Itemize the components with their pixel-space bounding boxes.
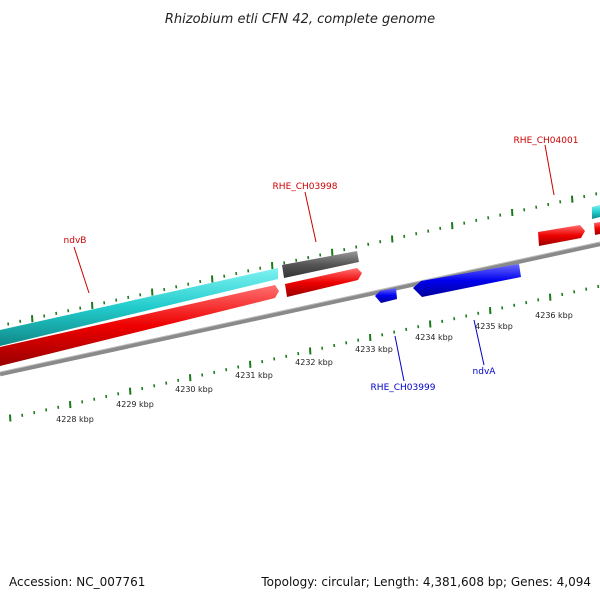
scale-labels: 4228 kbp 4229 kbp 4230 kbp 4231 kbp 4232…	[56, 311, 573, 424]
gene-label-rhe-ch03998[interactable]: RHE_CH03998	[273, 182, 338, 192]
gene-rna-ndvB[interactable]	[0, 268, 278, 346]
leader-line-ndvB	[73, 246, 90, 294]
leader-line-ndvA	[473, 319, 485, 366]
scale-label: 4230 kbp	[175, 385, 213, 394]
scale-label: 4229 kbp	[116, 400, 154, 409]
gene-labels: ndvB RHE_CH03998 RHE_CH04001 RHE_CH03999…	[64, 136, 579, 393]
gene-label-ndvB[interactable]: ndvB	[64, 236, 87, 246]
leader-line-rhe-ch03999	[394, 335, 405, 382]
gene-label-rhe-ch03999[interactable]: RHE_CH03999	[371, 383, 436, 393]
gene-cds-forward-2[interactable]	[285, 268, 362, 297]
forward-strand-features	[0, 205, 600, 366]
gene-cds-ndvA[interactable]	[413, 264, 521, 297]
gene-label-ndvA[interactable]: ndvA	[473, 367, 497, 377]
scale-label: 4235 kbp	[475, 322, 513, 331]
scale-label: 4231 kbp	[235, 371, 273, 380]
gene-label-rhe-ch04001[interactable]: RHE_CH04001	[514, 136, 579, 146]
genome-backbone	[0, 241, 600, 377]
gene-cds-ndvB[interactable]	[0, 285, 279, 366]
gene-cds-rhe-ch04001[interactable]	[538, 225, 585, 246]
scale-label: 4232 kbp	[295, 358, 333, 367]
gene-cds-right-edge[interactable]	[594, 222, 600, 235]
leader-line-rhe-ch03998	[304, 191, 317, 243]
gene-rna-right-edge[interactable]	[592, 205, 600, 219]
scale-label: 4234 kbp	[415, 333, 453, 342]
reverse-strand-features	[375, 264, 521, 303]
scale-label: 4228 kbp	[56, 415, 94, 424]
leader-line-rhe-ch04001	[544, 144, 555, 196]
scale-label: 4233 kbp	[355, 345, 393, 354]
lower-scale-ticks	[9, 284, 600, 422]
accession-text: Accession: NC_007761	[9, 575, 145, 589]
scale-label: 4236 kbp	[535, 311, 573, 320]
gene-feature-rhe-ch03998[interactable]	[282, 251, 359, 278]
gene-cds-rhe-ch03999[interactable]	[375, 288, 397, 303]
genome-summary-text: Topology: circular; Length: 4,381,608 bp…	[260, 575, 591, 589]
map-title: Rhizobium etli CFN 42, complete genome	[165, 12, 435, 27]
genome-backbone-highlight	[0, 241, 600, 373]
upper-scale-ticks	[7, 192, 598, 326]
